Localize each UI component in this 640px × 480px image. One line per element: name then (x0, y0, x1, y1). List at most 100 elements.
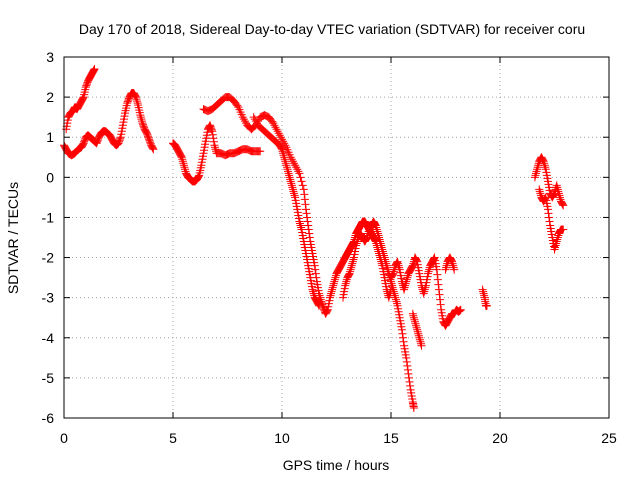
data-point (295, 217, 304, 226)
data-point (545, 217, 554, 226)
data-point (179, 159, 188, 168)
data-point (352, 241, 361, 250)
data-point (382, 259, 391, 268)
data-point (284, 169, 293, 178)
series-seg-c (169, 121, 265, 186)
x-axis-label: GPS time / hours (283, 457, 390, 473)
data-point (425, 265, 434, 274)
y-tick-label: -6 (42, 410, 55, 426)
data-point (311, 269, 320, 278)
data-point (288, 157, 297, 166)
data-point (327, 289, 336, 298)
data-point (300, 195, 309, 204)
data-point (287, 181, 296, 190)
data-point (387, 279, 396, 288)
data-point (540, 159, 549, 168)
data-point (401, 281, 410, 290)
data-point (424, 267, 433, 276)
data-point (322, 307, 331, 316)
data-point (282, 163, 291, 172)
data-point (372, 223, 381, 232)
data-point (389, 269, 398, 278)
data-point (176, 151, 185, 160)
data-point (397, 325, 406, 334)
data-point (448, 259, 457, 268)
data-point (413, 327, 422, 336)
plot-frame (63, 56, 610, 419)
data-point (388, 283, 397, 292)
data-point (478, 285, 487, 294)
data-point (535, 185, 544, 194)
data-point (279, 151, 288, 160)
data-point (434, 285, 443, 294)
data-point (479, 287, 488, 296)
data-point (553, 183, 562, 192)
data-point (180, 165, 189, 174)
data-point (456, 305, 465, 314)
data-point (378, 247, 387, 256)
x-tick-label: 5 (169, 430, 177, 446)
data-point (276, 133, 285, 142)
data-point (210, 141, 219, 150)
data-point (279, 149, 288, 158)
data-point (414, 331, 423, 340)
data-point (420, 285, 429, 294)
data-point (381, 255, 390, 264)
series-seg-a (60, 89, 158, 160)
data-points (60, 65, 568, 412)
data-point (390, 289, 399, 298)
data-point (137, 115, 146, 124)
data-point (554, 189, 563, 198)
data-point (541, 163, 550, 172)
data-point (89, 66, 98, 75)
data-point (178, 157, 187, 166)
data-point (559, 225, 568, 234)
data-point (290, 191, 299, 200)
data-point (286, 175, 295, 184)
data-point (388, 281, 397, 290)
data-point (413, 325, 422, 334)
data-point (291, 161, 300, 170)
data-point (430, 254, 439, 263)
data-point (376, 239, 385, 248)
data-point (305, 229, 314, 238)
data-point (449, 263, 458, 272)
data-point (455, 306, 464, 315)
data-point (288, 185, 297, 194)
data-point (295, 219, 304, 228)
data-point (408, 309, 417, 318)
data-point (328, 283, 337, 292)
data-point (326, 291, 335, 300)
series-seg-d (199, 93, 395, 318)
data-point (210, 143, 219, 152)
data-point (558, 200, 567, 209)
data-point (479, 289, 488, 298)
data-point (392, 299, 401, 308)
data-point (325, 293, 334, 302)
x-tick-label: 15 (383, 430, 399, 446)
data-point (178, 155, 187, 164)
data-point (296, 221, 305, 230)
data-point (283, 167, 292, 176)
x-tick-label: 20 (492, 430, 508, 446)
data-point (394, 259, 403, 268)
data-point (399, 337, 408, 346)
data-point (194, 173, 203, 182)
data-point (416, 339, 425, 348)
data-point (374, 231, 383, 240)
data-point (289, 159, 298, 168)
data-point (392, 297, 401, 306)
data-point (551, 241, 560, 250)
data-point (314, 300, 323, 309)
data-point (532, 167, 541, 176)
series-seg-f (339, 217, 418, 412)
data-point (278, 145, 286, 154)
data-point (269, 119, 278, 128)
data-point (398, 329, 407, 338)
data-point (278, 147, 287, 156)
data-point (424, 269, 433, 278)
data-point (330, 275, 339, 284)
series-seg-h (408, 309, 426, 350)
data-point (294, 167, 303, 176)
